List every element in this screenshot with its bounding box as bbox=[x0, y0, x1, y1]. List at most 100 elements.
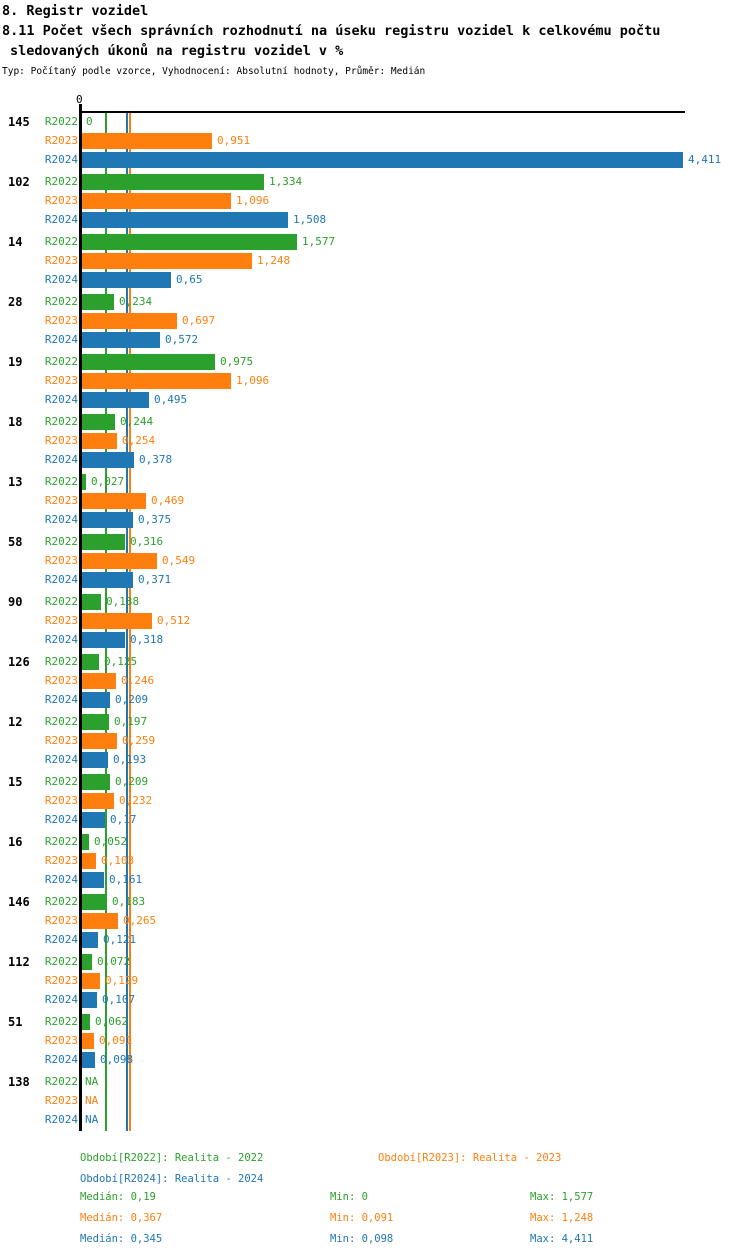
series-label: R2023 bbox=[44, 374, 78, 387]
category-label: 16 bbox=[8, 835, 23, 849]
bar bbox=[82, 872, 104, 888]
series-label: R2024 bbox=[44, 993, 78, 1006]
series-label: R2023 bbox=[44, 1034, 78, 1047]
stat-median-r2023: Medián: 0,367 bbox=[80, 1212, 163, 1224]
bar bbox=[82, 373, 231, 389]
bar-value-label: 1,248 bbox=[257, 254, 291, 267]
bar bbox=[82, 673, 116, 689]
stat-max-r2024: Max: 4,411 bbox=[530, 1233, 594, 1245]
bar bbox=[82, 632, 125, 648]
bar-value-label: 0,318 bbox=[130, 633, 164, 646]
bar-value-label: 0,375 bbox=[138, 513, 172, 526]
series-label: R2024 bbox=[44, 153, 78, 166]
series-label: R2023 bbox=[44, 134, 78, 147]
bar-value-label: 1,096 bbox=[236, 194, 270, 207]
bar-value-label: 0,091 bbox=[99, 1034, 133, 1047]
category-label: 13 bbox=[8, 475, 23, 489]
series-label: R2023 bbox=[44, 554, 78, 567]
bar bbox=[82, 954, 92, 970]
bar bbox=[82, 553, 157, 569]
bar-value-label: 1,577 bbox=[302, 235, 336, 248]
bar-value-label: 1,096 bbox=[236, 374, 270, 387]
bar-value-label: 0,234 bbox=[119, 295, 153, 308]
bar-value-label: 0,103 bbox=[101, 854, 135, 867]
series-label: R2022 bbox=[44, 655, 78, 668]
bar-value-label: 0,244 bbox=[120, 415, 154, 428]
series-label: R2024 bbox=[44, 273, 78, 286]
bar bbox=[82, 253, 252, 269]
bar-value-label: 0,17 bbox=[110, 813, 137, 826]
bar bbox=[82, 1052, 95, 1068]
series-label: R2024 bbox=[44, 513, 78, 526]
bar bbox=[82, 613, 152, 629]
series-label: R2024 bbox=[44, 453, 78, 466]
category-label: 145 bbox=[8, 115, 30, 129]
stat-min-r2024: Min: 0,098 bbox=[330, 1233, 394, 1245]
bar bbox=[82, 272, 171, 288]
category-label: 12 bbox=[8, 715, 23, 729]
x-axis-line bbox=[79, 111, 685, 113]
bar bbox=[82, 133, 212, 149]
chart-title-line1: 8.11 Počet všech správních rozhodnutí na… bbox=[2, 23, 661, 39]
bar bbox=[82, 392, 149, 408]
bar-value-label: NA bbox=[85, 1075, 99, 1088]
series-label: R2024 bbox=[44, 213, 78, 226]
legend-item-r2022: Období[R2022]: Realita - 2022 bbox=[80, 1152, 264, 1164]
stat-min-r2023: Min: 0,091 bbox=[330, 1212, 394, 1224]
bar-value-label: 0,378 bbox=[139, 453, 173, 466]
series-label: R2022 bbox=[44, 895, 78, 908]
bar-value-label: 0,495 bbox=[154, 393, 188, 406]
series-label: R2023 bbox=[44, 734, 78, 747]
bar-value-label: 0,246 bbox=[121, 674, 155, 687]
bar-value-label: 0,107 bbox=[102, 993, 136, 1006]
series-label: R2024 bbox=[44, 933, 78, 946]
category-label: 15 bbox=[8, 775, 23, 789]
bar bbox=[82, 354, 215, 370]
bar bbox=[82, 572, 133, 588]
bar-value-label: 0 bbox=[86, 115, 93, 128]
series-label: R2022 bbox=[44, 1015, 78, 1028]
bar-value-label: 0,975 bbox=[220, 355, 254, 368]
bar bbox=[82, 294, 114, 310]
bar bbox=[82, 212, 288, 228]
bar-value-label: 0,469 bbox=[151, 494, 185, 507]
series-label: R2022 bbox=[44, 595, 78, 608]
category-label: 19 bbox=[8, 355, 23, 369]
bar bbox=[82, 534, 125, 550]
bar-value-label: 0,259 bbox=[122, 734, 156, 747]
bar bbox=[82, 174, 264, 190]
series-label: R2024 bbox=[44, 873, 78, 886]
chart-subtitle: Typ: Počítaný podle vzorce, Vyhodnocení:… bbox=[2, 66, 426, 77]
bar bbox=[82, 714, 109, 730]
series-label: R2024 bbox=[44, 753, 78, 766]
bar bbox=[82, 493, 146, 509]
stat-max-r2023: Max: 1,248 bbox=[530, 1212, 594, 1224]
series-label: R2023 bbox=[44, 254, 78, 267]
bar bbox=[82, 913, 118, 929]
bar bbox=[82, 512, 133, 528]
bar-value-label: 0,027 bbox=[91, 475, 125, 488]
legend-item-r2024: Období[R2024]: Realita - 2024 bbox=[80, 1173, 264, 1185]
bar bbox=[82, 932, 98, 948]
bar-value-label: 0,697 bbox=[182, 314, 216, 327]
series-label: R2023 bbox=[44, 794, 78, 807]
series-label: R2023 bbox=[44, 914, 78, 927]
bar-value-label: 0,052 bbox=[94, 835, 128, 848]
series-label: R2024 bbox=[44, 1113, 78, 1126]
series-label: R2024 bbox=[44, 633, 78, 646]
series-label: R2024 bbox=[44, 333, 78, 346]
bar bbox=[82, 452, 134, 468]
bar-value-label: 0,254 bbox=[122, 434, 156, 447]
bar-value-label: 0,138 bbox=[106, 595, 140, 608]
series-label: R2023 bbox=[44, 314, 78, 327]
bar-value-label: 0,121 bbox=[103, 933, 137, 946]
bar-value-label: 0,512 bbox=[157, 614, 191, 627]
category-label: 90 bbox=[8, 595, 23, 609]
category-label: 112 bbox=[8, 955, 30, 969]
bar bbox=[82, 193, 231, 209]
bar bbox=[82, 594, 101, 610]
stat-median-r2022: Medián: 0,19 bbox=[80, 1191, 156, 1203]
bar-value-label: 0,265 bbox=[123, 914, 157, 927]
series-label: R2023 bbox=[44, 1094, 78, 1107]
bar bbox=[82, 812, 105, 828]
